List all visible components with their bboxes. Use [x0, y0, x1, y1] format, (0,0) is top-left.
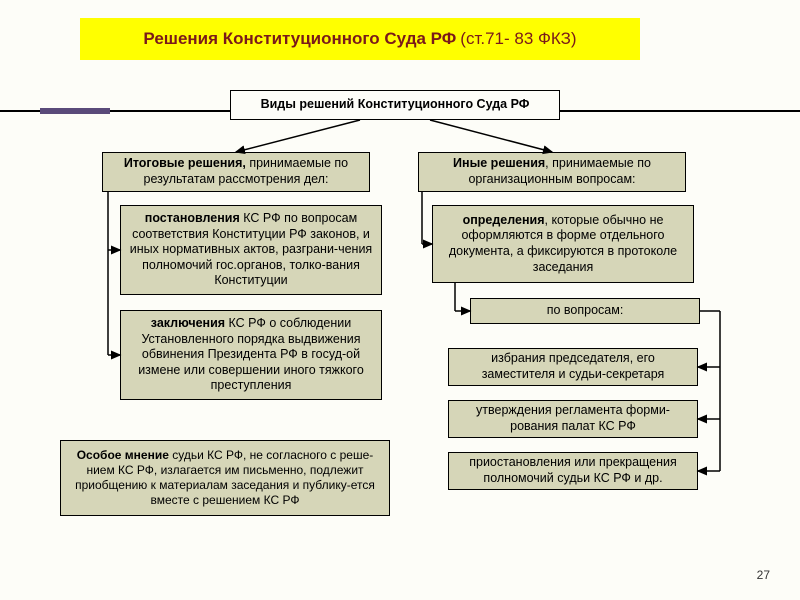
right-sub-header: по вопросам:: [470, 298, 700, 324]
special-bold: Особое мнение: [77, 448, 169, 462]
root-box: Виды решений Конституционного Суда РФ: [230, 90, 560, 120]
right-item-1: избрания председателя, его заместителя и…: [448, 348, 698, 386]
title-reg: (ст.71- 83 ФКЗ): [460, 29, 576, 49]
right-box-opredeleniya: определения, которые обычно не оформляют…: [432, 205, 694, 283]
page-number: 27: [757, 568, 770, 582]
right-header: Иные решения, принимаемые по организацио…: [418, 152, 686, 192]
left-header: Итоговые решения, принимаемые по результ…: [102, 152, 370, 192]
left-box1-bold: постановления: [145, 211, 240, 225]
right-item-2: утверждения регламента форми-рования пал…: [448, 400, 698, 438]
title-bold: Решения Конституционного Суда РФ: [143, 29, 456, 49]
divider-accent: [40, 108, 110, 114]
right-box1-bold: определения: [463, 213, 545, 227]
right-item-3: приостановления или прекращения полномоч…: [448, 452, 698, 490]
left-box-zaklyucheniya: заключения КС РФ о соблюдении Установлен…: [120, 310, 382, 400]
special-opinion-box: Особое мнение судьи КС РФ, не согласного…: [60, 440, 390, 516]
left-box2-bold: заключения: [151, 316, 225, 330]
left-box-postanovleniya: постановления КС РФ по вопросам соответс…: [120, 205, 382, 295]
left-header-bold: Итоговые решения,: [124, 156, 246, 170]
title-banner: Решения Конституционного Суда РФ (ст.71-…: [80, 18, 640, 60]
right-header-bold: Иные решения: [453, 156, 545, 170]
